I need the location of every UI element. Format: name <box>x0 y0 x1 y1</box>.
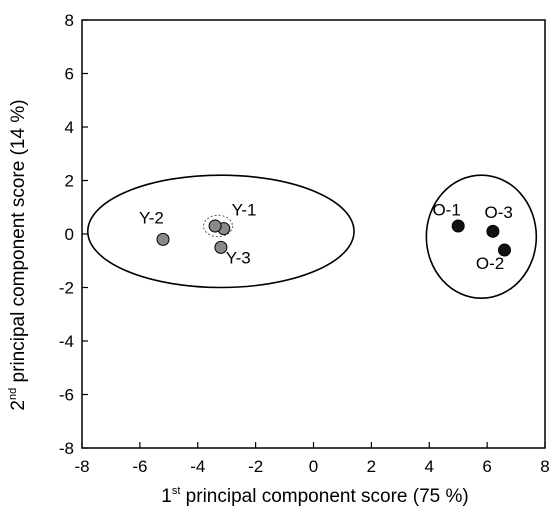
point-label: O-2 <box>476 254 504 273</box>
y-axis-title-text: principal component score (14 %) <box>8 99 29 387</box>
data-point <box>208 219 222 233</box>
x-tick-label: 8 <box>540 457 549 476</box>
y-tick-label: 6 <box>65 65 74 84</box>
point-label: Y-2 <box>139 208 164 227</box>
plot-area <box>81 19 546 449</box>
point-label: Y-1 <box>232 200 257 219</box>
point-label: O-1 <box>432 200 460 219</box>
x-tick-label: -4 <box>190 457 205 476</box>
data-points <box>156 219 511 257</box>
x-tick-label: 6 <box>482 457 491 476</box>
y-axis-ticks: -8 -6 -4 -2 0 2 4 6 8 <box>59 11 88 458</box>
x-tick-label: -6 <box>132 457 147 476</box>
point-labels: Y-1 Y-2 Y-3 O-1 O-3 O-2 <box>139 200 513 273</box>
y-tick-label: 4 <box>65 118 74 137</box>
data-point <box>214 240 228 254</box>
point-label: Y-3 <box>226 248 251 267</box>
x-axis-title: 1st principal component score (75 %) <box>161 485 468 507</box>
plot-frame <box>81 19 546 449</box>
data-point <box>497 243 511 257</box>
y-axis-title-prefix: 2 <box>8 400 29 411</box>
data-point <box>451 219 465 233</box>
y-tick-label: -6 <box>59 386 74 405</box>
x-tick-label: -2 <box>248 457 263 476</box>
group-ellipse <box>425 174 538 299</box>
y-tick-label: -8 <box>59 439 74 458</box>
x-tick-label: -8 <box>74 457 89 476</box>
point-label: O-3 <box>485 203 513 222</box>
group-ellipse <box>86 174 355 289</box>
data-point <box>156 232 170 246</box>
x-tick-label: 0 <box>309 457 318 476</box>
data-point <box>486 224 500 238</box>
y-tick-label: 2 <box>65 172 74 191</box>
replicate-ellipse <box>203 214 233 238</box>
y-tick-label: 8 <box>65 11 74 30</box>
x-axis-title-text: principal component score (75 %) <box>180 486 468 507</box>
y-tick-label: 0 <box>65 225 74 244</box>
y-tick-label: -4 <box>59 332 74 351</box>
y-axis-title: 2nd principal component score (14 %) <box>7 99 29 410</box>
y-axis-title-superscript: nd <box>7 388 19 400</box>
x-axis-ticks: -8 -6 -4 -2 0 2 4 6 8 <box>74 442 550 476</box>
x-axis-title-prefix: 1 <box>161 486 172 507</box>
x-tick-label: 4 <box>425 457 434 476</box>
y-tick-label: -2 <box>59 279 74 298</box>
x-axis-title-superscript: st <box>172 485 181 497</box>
x-tick-label: 2 <box>367 457 376 476</box>
group-ellipses <box>86 174 538 299</box>
